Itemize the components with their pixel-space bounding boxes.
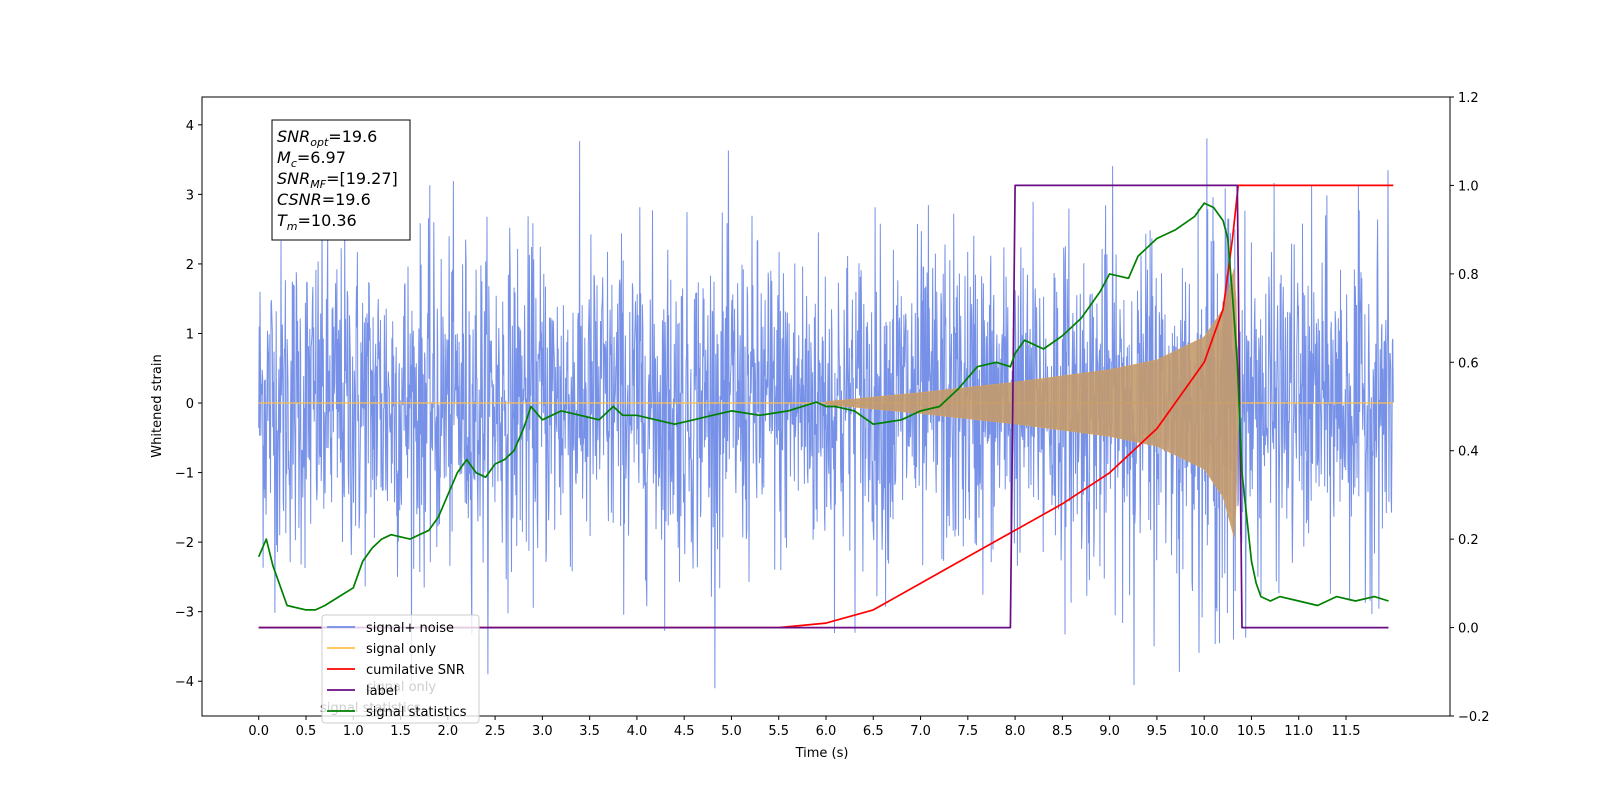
- x-tick-label: 4.0: [627, 724, 648, 739]
- y-tick-label: −4: [175, 675, 194, 690]
- y-tick-label: 1: [186, 327, 194, 342]
- y-tick-label: −2: [175, 536, 194, 551]
- x-tick-label: 10.5: [1237, 724, 1266, 739]
- y-tick-label: 0: [186, 397, 194, 412]
- x-tick-label: 3.5: [579, 724, 600, 739]
- y2-tick-label: 0.6: [1458, 356, 1479, 371]
- x-tick-label: 4.5: [674, 724, 695, 739]
- y2-tick-label: 0.2: [1458, 533, 1479, 548]
- x-tick-label: 1.0: [343, 724, 364, 739]
- x-tick-label: 5.0: [721, 724, 742, 739]
- annotation-line: Mc=6.97: [277, 148, 346, 170]
- annotation-box: SNRopt=19.6Mc=6.97SNRMF=[19.27]CSNR=19.6…: [271, 119, 411, 241]
- x-tick-label: 1.5: [390, 724, 411, 739]
- y-axis-right: 1.2 1.0 0.8 0.6 0.4 0.2 0.0 −0.2: [1450, 91, 1490, 725]
- legend: signal only signal statistics signal+ nois…: [320, 614, 480, 724]
- y2-tick-label: 0.0: [1458, 622, 1479, 637]
- series-signal-only: [258, 268, 1394, 538]
- x-tick-label: 6.0: [816, 724, 837, 739]
- y-axis-left: 4 3 2 1 0 −1 −2 −3 −4: [175, 119, 202, 690]
- x-tick-label: 8.5: [1052, 724, 1073, 739]
- y-tick-label: 2: [186, 258, 194, 273]
- annotation-frame: [271, 119, 411, 241]
- x-tick-label: 11.0: [1284, 724, 1313, 739]
- legend-frame: [321, 614, 480, 724]
- annotation-line: SNRMF=[19.27]: [277, 169, 398, 191]
- annotation-line: CSNR=19.6: [277, 190, 371, 209]
- y-tick-label: −3: [175, 606, 194, 621]
- y2-tick-label: 1.0: [1458, 179, 1479, 194]
- legend-label: signal statistics: [366, 705, 467, 720]
- series-area-signal-only: [825, 268, 1239, 538]
- x-tick-label: 9.5: [1147, 724, 1168, 739]
- x-tick-label: 5.5: [768, 724, 789, 739]
- legend-label: label: [366, 684, 397, 699]
- x-axis: 0.0 0.5 1.0 1.5 2.0 2.5 3.0 3.5 4.0 4.5 5.0 5.5 6.0 6…: [248, 716, 1360, 739]
- plot-area: [257, 138, 1394, 689]
- series-lines: [257, 184, 1394, 629]
- legend-label: signal+ noise: [366, 621, 454, 636]
- x-axis-label: Time (s): [795, 746, 849, 761]
- y2-tick-label: 0.8: [1458, 268, 1479, 283]
- y2-tick-label: −0.2: [1458, 710, 1490, 725]
- y-tick-label: −1: [175, 467, 194, 482]
- x-tick-label: 10.0: [1190, 724, 1219, 739]
- x-tick-label: 7.0: [910, 724, 931, 739]
- x-tick-label: 9.0: [1099, 724, 1120, 739]
- x-tick-label: 8.0: [1005, 724, 1026, 739]
- x-tick-label: 7.5: [957, 724, 978, 739]
- annotation-line: Tm=10.36: [277, 211, 357, 233]
- y2-tick-label: 0.4: [1458, 445, 1479, 460]
- x-tick-label: 11.5: [1332, 724, 1361, 739]
- x-tick-label: 0.0: [248, 724, 269, 739]
- x-tick-label: 3.0: [532, 724, 553, 739]
- x-tick-label: 6.5: [863, 724, 884, 739]
- x-tick-label: 2.5: [485, 724, 506, 739]
- x-tick-label: 2.0: [437, 724, 458, 739]
- legend-label: signal only: [366, 642, 436, 657]
- series-line-signal-statistics: [257, 202, 1389, 611]
- y2-tick-label: 1.2: [1458, 91, 1479, 106]
- y-tick-label: 3: [186, 188, 194, 203]
- series-line-label: [258, 184, 1389, 629]
- annotation-line: SNRopt=19.6: [277, 127, 377, 149]
- x-tick-label: 0.5: [296, 724, 317, 739]
- y-tick-label: 4: [186, 119, 194, 134]
- legend-label: cumilative SNR: [366, 663, 465, 678]
- y-axis-label: Whitened strain: [150, 354, 165, 457]
